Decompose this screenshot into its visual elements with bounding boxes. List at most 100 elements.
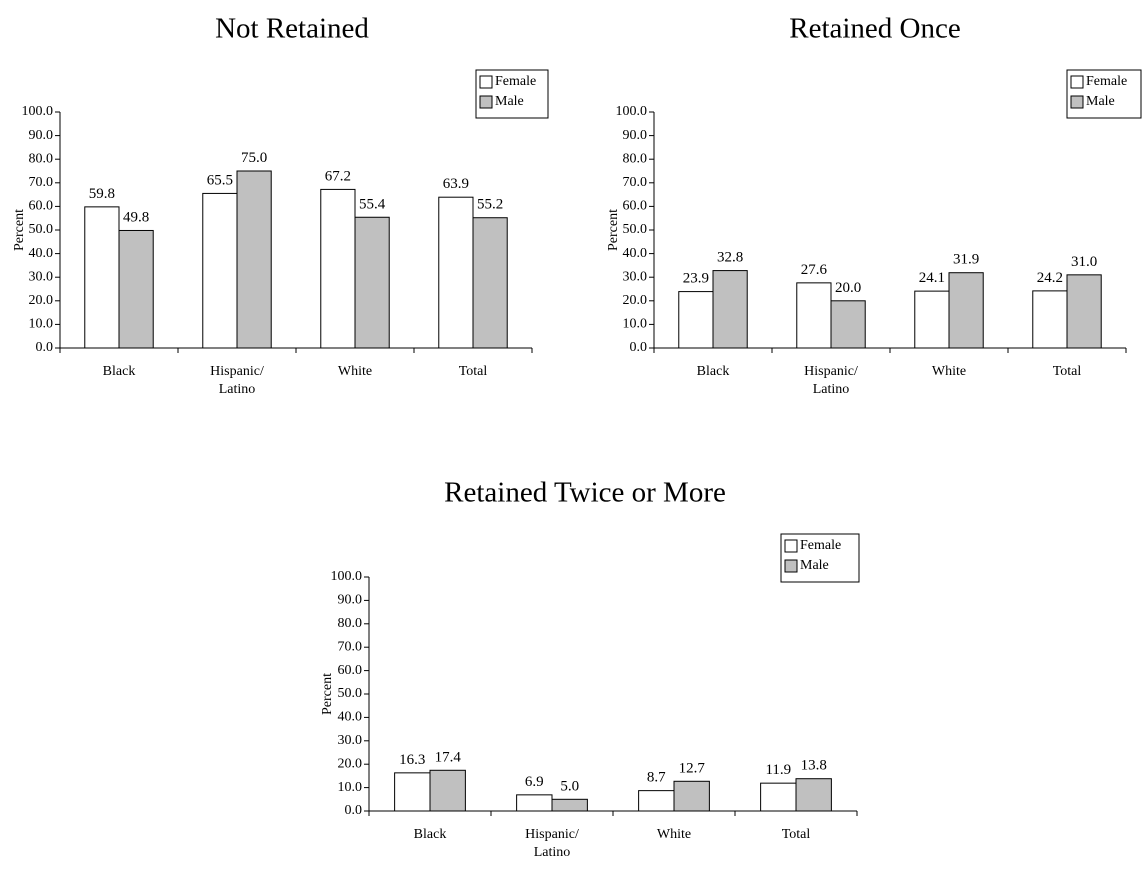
data-label: 8.7 bbox=[647, 770, 666, 786]
x-tick-label: Black bbox=[103, 364, 136, 379]
legend: Female Male bbox=[780, 533, 860, 583]
x-tick-label: White bbox=[657, 827, 691, 842]
legend-swatch-female bbox=[784, 539, 798, 553]
y-tick-label: 0.0 bbox=[630, 340, 648, 355]
data-label: 6.9 bbox=[525, 774, 544, 790]
data-label: 12.7 bbox=[679, 760, 706, 776]
bar-female bbox=[202, 192, 238, 349]
bar-male bbox=[830, 300, 866, 349]
legend-swatch-male bbox=[1070, 95, 1084, 109]
legend-label: Female bbox=[800, 538, 841, 553]
legend: Female Male bbox=[475, 69, 549, 119]
data-label: 65.5 bbox=[207, 172, 233, 188]
y-axis-label: Percent bbox=[606, 209, 621, 251]
x-tick-label: Total bbox=[1053, 364, 1082, 379]
y-tick-label: 80.0 bbox=[29, 151, 54, 166]
y-tick-label: 50.0 bbox=[338, 686, 363, 701]
y-tick-label: 60.0 bbox=[338, 663, 363, 678]
legend-swatch-female bbox=[1070, 75, 1084, 89]
data-label: 49.8 bbox=[123, 209, 149, 225]
chart-title: Retained Once bbox=[789, 13, 961, 45]
chart-panel: Retained Twice or More Percent 0.0 10.0 20.0… bbox=[320, 477, 860, 860]
y-tick-label: 50.0 bbox=[29, 222, 54, 237]
bar-female bbox=[394, 772, 431, 812]
bar-male bbox=[948, 272, 984, 349]
chart-panel: Retained Once Percent 0.0 10.0 20.0 30.0 40.0 5… bbox=[606, 13, 1142, 397]
bar-male bbox=[118, 229, 154, 349]
y-tick-label: 90.0 bbox=[338, 593, 363, 608]
x-tick-label: Black bbox=[414, 827, 447, 842]
data-label: 31.9 bbox=[953, 252, 979, 268]
y-tick-label: 40.0 bbox=[29, 246, 54, 261]
data-label: 23.9 bbox=[683, 271, 709, 287]
bar-male bbox=[551, 798, 588, 812]
data-label: 13.8 bbox=[801, 758, 827, 774]
chart-panel: Not Retained Percent 0.0 10.0 20.0 30.0 40.0 50… bbox=[12, 13, 549, 397]
bar-male bbox=[236, 170, 272, 349]
y-tick-label: 60.0 bbox=[29, 199, 54, 214]
legend-swatch-female bbox=[479, 75, 493, 89]
x-tick-label: Hispanic/Latino bbox=[525, 827, 579, 860]
data-label: 75.0 bbox=[241, 150, 267, 166]
data-label: 24.1 bbox=[919, 270, 945, 286]
bar-female bbox=[760, 782, 797, 812]
data-label: 20.0 bbox=[835, 280, 861, 296]
chart-title: Not Retained bbox=[215, 13, 369, 45]
data-label: 16.3 bbox=[399, 752, 425, 768]
bar-female bbox=[84, 206, 120, 349]
bar-female bbox=[914, 290, 950, 349]
legend-label: Male bbox=[495, 94, 524, 109]
data-label: 24.2 bbox=[1037, 270, 1063, 286]
data-label: 31.0 bbox=[1071, 254, 1097, 270]
bar-female bbox=[438, 196, 474, 349]
bar-male bbox=[673, 780, 710, 812]
y-tick-label: 100.0 bbox=[616, 104, 648, 119]
data-label: 5.0 bbox=[560, 778, 579, 794]
data-label: 11.9 bbox=[765, 762, 791, 778]
bar-male bbox=[1066, 274, 1102, 349]
y-tick-label: 10.0 bbox=[29, 317, 54, 332]
y-tick-label: 100.0 bbox=[22, 104, 54, 119]
y-tick-label: 20.0 bbox=[623, 293, 648, 308]
legend-label: Female bbox=[1086, 74, 1127, 89]
x-tick-label: White bbox=[338, 364, 372, 379]
bar-male bbox=[354, 216, 390, 349]
chart-title: Retained Twice or More bbox=[444, 477, 726, 509]
x-tick-label: Total bbox=[459, 364, 488, 379]
bar-female bbox=[678, 291, 714, 349]
legend-swatch-male bbox=[479, 95, 493, 109]
data-label: 63.9 bbox=[443, 176, 469, 192]
bar-male bbox=[472, 217, 508, 349]
data-label: 27.6 bbox=[801, 262, 828, 278]
y-tick-label: 80.0 bbox=[623, 151, 648, 166]
data-label: 55.2 bbox=[477, 197, 503, 213]
y-tick-label: 70.0 bbox=[623, 175, 648, 190]
y-tick-label: 30.0 bbox=[29, 269, 54, 284]
x-tick-label: Hispanic/Latino bbox=[210, 364, 264, 397]
y-tick-label: 10.0 bbox=[338, 780, 363, 795]
y-axis-label: Percent bbox=[12, 209, 27, 251]
bar-male bbox=[712, 270, 748, 349]
data-label: 59.8 bbox=[89, 186, 115, 202]
y-tick-label: 70.0 bbox=[29, 175, 54, 190]
bar-female bbox=[638, 790, 675, 812]
y-tick-label: 40.0 bbox=[623, 246, 648, 261]
y-tick-label: 30.0 bbox=[623, 269, 648, 284]
bar-female bbox=[796, 282, 832, 349]
data-label: 55.4 bbox=[359, 196, 386, 212]
y-tick-label: 70.0 bbox=[338, 639, 363, 654]
legend-label: Male bbox=[800, 558, 829, 573]
x-tick-label: White bbox=[932, 364, 966, 379]
data-label: 32.8 bbox=[717, 250, 743, 266]
x-tick-label: Hispanic/Latino bbox=[804, 364, 858, 397]
bar-male bbox=[429, 769, 466, 812]
y-tick-label: 0.0 bbox=[36, 340, 54, 355]
y-tick-label: 80.0 bbox=[338, 616, 363, 631]
bar-female bbox=[1032, 290, 1068, 349]
x-tick-label: Total bbox=[782, 827, 811, 842]
y-tick-label: 10.0 bbox=[623, 317, 648, 332]
legend-label: Female bbox=[495, 74, 536, 89]
bar-female bbox=[320, 188, 356, 349]
bar-female bbox=[516, 794, 553, 812]
